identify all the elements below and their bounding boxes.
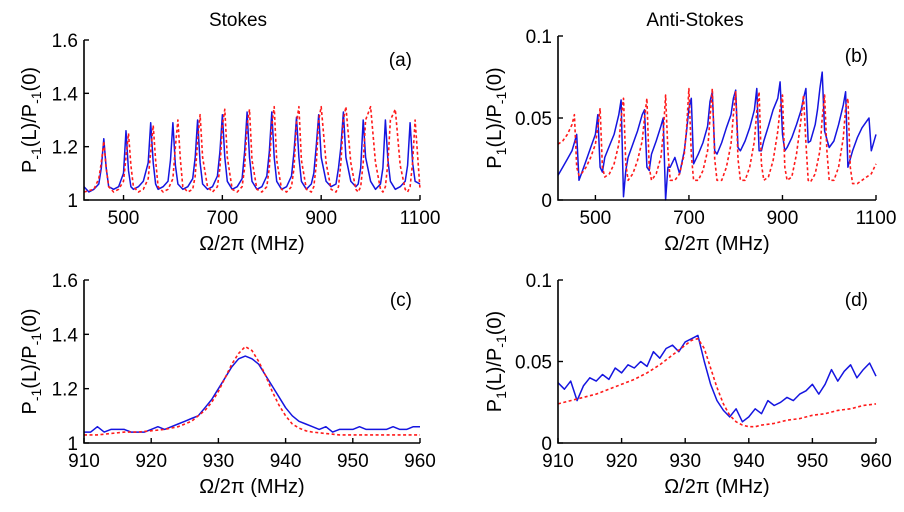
panel-b-xtick-label: 900 xyxy=(767,208,799,229)
panel-a-label: (a) xyxy=(389,50,412,71)
panel-c-xtick-label: 960 xyxy=(404,451,436,472)
panel-d-xtick-label: 940 xyxy=(733,451,765,472)
panel-a-xtick-label: 500 xyxy=(108,208,140,229)
panel-a-xlabel: Ω/2π (MHz) xyxy=(199,233,304,255)
panel-b-xlabel: Ω/2π (MHz) xyxy=(664,233,769,255)
panel-c-label: (c) xyxy=(390,290,412,311)
column-title-stokes: Stokes xyxy=(209,10,267,31)
panel-a-ytick-label: 1.2 xyxy=(52,138,78,159)
panel-d-xtick-label: 950 xyxy=(797,451,829,472)
panel-b-ytick-label: 0.05 xyxy=(515,109,552,130)
panel-c-xtick-label: 920 xyxy=(135,451,167,472)
panel-b-xtick-label: 500 xyxy=(580,208,612,229)
panel-c-xlabel: Ω/2π (MHz) xyxy=(199,476,304,498)
panel-a-xtick-label: 1100 xyxy=(400,208,441,229)
panel-b-ylabel: P1(L)/P-1(0) xyxy=(484,67,509,168)
panel-c-ytick-label: 1.2 xyxy=(52,380,78,401)
panel-b-ytick-label: 0 xyxy=(541,191,552,212)
panel-c-axes xyxy=(84,280,420,443)
panel-c-ytick-label: 1 xyxy=(67,434,78,455)
panel-d-ytick-label: 0.1 xyxy=(526,271,552,292)
panel-a-ytick-label: 1 xyxy=(67,191,78,212)
panel-c-series-theory-line xyxy=(84,347,420,435)
panel-d-xlabel: Ω/2π (MHz) xyxy=(664,476,769,498)
panel-c-ytick-label: 1.4 xyxy=(52,325,79,346)
panel-b-series-theory-line xyxy=(558,89,876,184)
panel-c-series-measured-line xyxy=(84,356,420,432)
panel-b-chart: 500 700 900 1100 0 0.05 0.1 (b) Ω/2π (MHz) P1(L)/… xyxy=(484,27,896,255)
panel-c-ytick-label: 1.6 xyxy=(52,271,78,292)
panel-d-ytick-label: 0 xyxy=(541,434,552,455)
panel-d-ytick-label: 0.05 xyxy=(515,353,552,374)
panel-b-xtick-label: 1100 xyxy=(856,208,897,229)
panel-d-xtick-label: 920 xyxy=(606,451,638,472)
panel-d-ylabel: P1(L)/P-1(0) xyxy=(484,311,509,412)
panel-a-xtick-label: 700 xyxy=(207,208,239,229)
panel-c-xtick-label: 940 xyxy=(270,451,302,472)
panel-d-series-measured-line xyxy=(558,335,876,421)
panel-d-xtick-label: 930 xyxy=(669,451,701,472)
panel-d-xtick-label: 960 xyxy=(860,451,892,472)
column-title-anti-stokes: Anti-Stokes xyxy=(646,10,743,31)
panel-a-ytick-label: 1.6 xyxy=(52,31,78,52)
panel-a-ytick-label: 1.4 xyxy=(52,84,79,105)
panel-b-xtick-label: 700 xyxy=(673,208,705,229)
panel-d-series-theory-line xyxy=(558,339,876,427)
panel-b-ytick-label: 0.1 xyxy=(526,27,552,48)
panel-a-xtick-label: 900 xyxy=(305,208,337,229)
panel-d-axes xyxy=(558,280,876,443)
panel-b-label: (b) xyxy=(845,46,868,67)
panel-d-label: (d) xyxy=(845,290,868,311)
panel-c-xtick-label: 950 xyxy=(337,451,369,472)
panel-c-ylabel: P-1(L)/P-1(0) xyxy=(19,308,44,414)
panel-a-chart: 500 700 900 1100 1 1.2 1.4 1.6 (a) Ω/2π (MHz) P-1(… xyxy=(19,31,440,255)
panel-a-ylabel: P-1(L)/P-1(0) xyxy=(19,67,44,173)
panel-c-xtick-label: 930 xyxy=(203,451,235,472)
